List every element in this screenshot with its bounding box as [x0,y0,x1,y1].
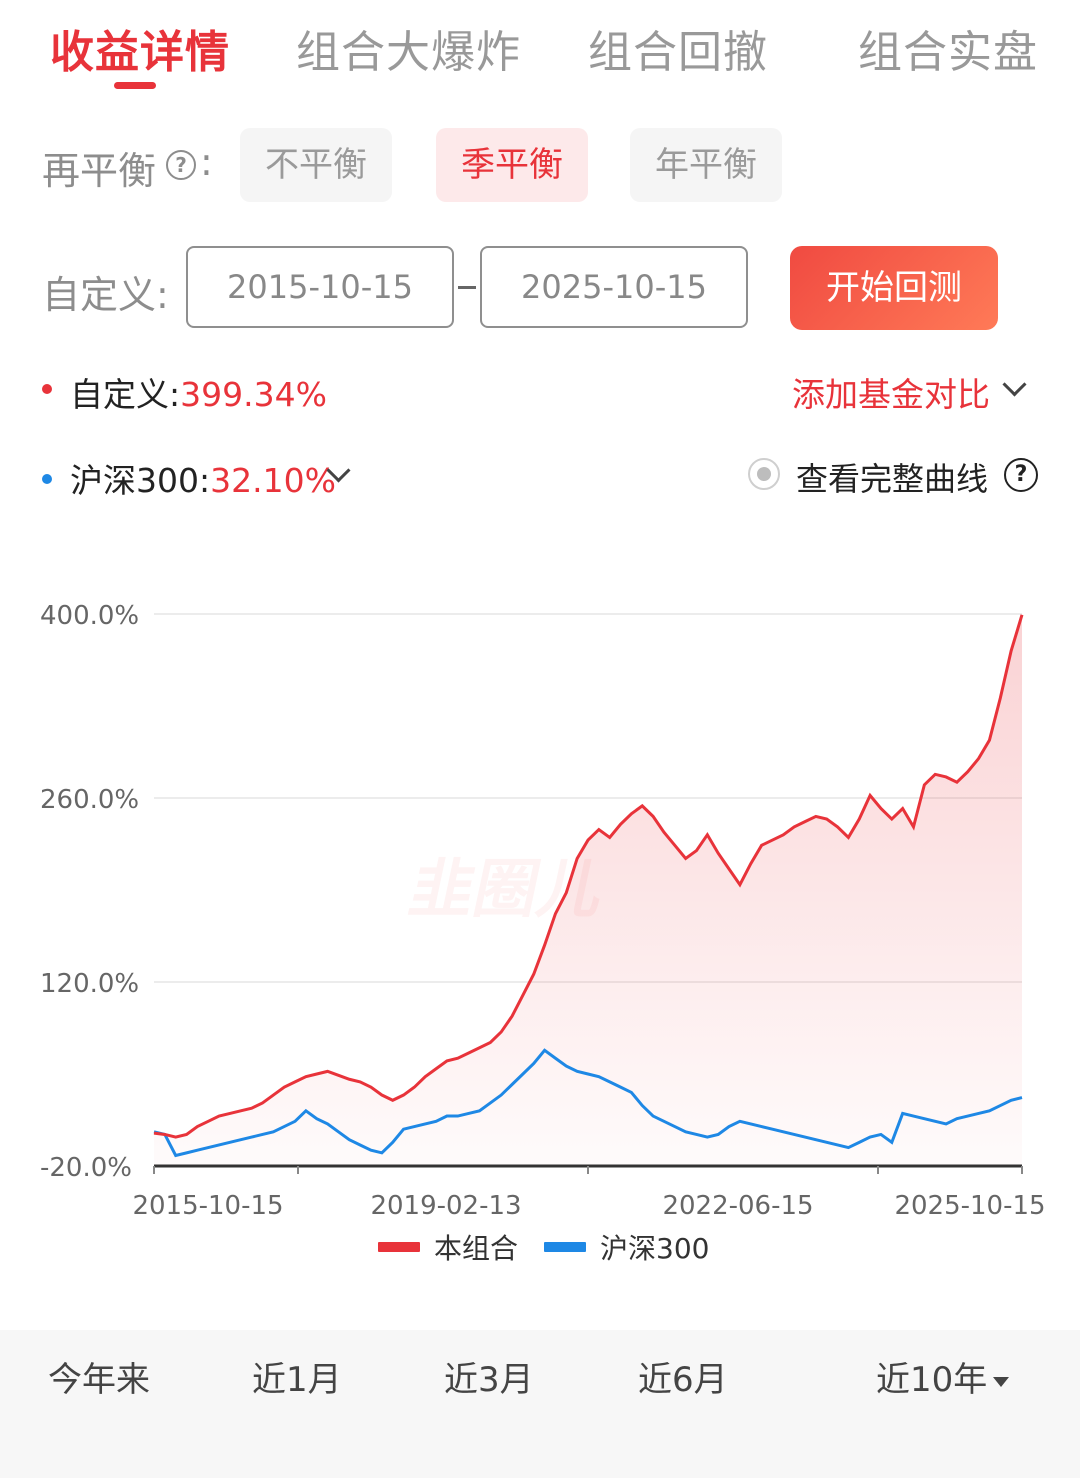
portfolio-return: 399.34% [180,375,327,414]
legend-swatch [544,1242,586,1252]
curve-help-icon[interactable]: ? [1004,458,1038,492]
x-tick-label: 2022-06-15 [662,1191,813,1221]
view-full-curve-radio[interactable] [748,458,780,490]
rebalance-option-yearly[interactable]: 年平衡 [630,128,782,202]
portfolio-legend-row: 自定义:399.34% 添加基金对比 [0,368,1080,414]
y-tick-label: -20.0% [40,1153,132,1183]
active-tab-indicator [114,82,156,89]
period-10y-label: 近10年 [876,1360,988,1400]
period-bar: 今年来 近1月 近3月 近6月 近10年 [0,1330,1080,1478]
legend-label: 沪深300 [600,1232,709,1265]
top-tab-bar: 收益详情 组合大爆炸 组合回撤 组合实盘 [0,0,1080,100]
x-tick-label: 2015-10-15 [132,1191,283,1221]
portfolio-name: 自定义: [70,375,181,414]
watermark-logo: 韭圈儿 [402,853,611,927]
chart-legend: 本组合 沪深300 [378,1232,709,1265]
rebalance-option-none[interactable]: 不平衡 [240,128,392,202]
help-glyph: ? [175,153,187,177]
period-1m[interactable]: 近1月 [252,1360,342,1400]
y-axis-labels: 400.0% 260.0% 120.0% -20.0% [40,601,139,1183]
portfolio-dot [42,384,52,394]
benchmark-series-line [153,1048,1023,1158]
tab-profit-detail[interactable]: 收益详情 [50,27,230,78]
rebalance-row: 再平衡 ? : 不平衡 季平衡 年平衡 [0,128,1080,208]
date-separator [458,286,476,289]
portfolio-series-line [153,614,1024,1139]
y-tick-label: 400.0% [40,601,139,631]
start-date-field[interactable]: 2015-10-15 [186,246,454,328]
portfolio-area-fill [154,614,1022,1166]
x-axis: 2015-10-15 2019-02-13 2022-06-15 2025-10-15 [132,1164,1046,1221]
rebalance-option-quarterly[interactable]: 季平衡 [436,128,588,202]
legend-swatch [378,1242,420,1252]
benchmark-return: 32.10% [210,461,336,500]
benchmark-legend-row: 沪深300:32.10% 查看完整曲线 ? [0,454,1080,500]
rebalance-colon: : [200,140,213,184]
return-chart: 400.0% 260.0% 120.0% -20.0% 2015-10-15 2019-… [0,580,1080,1270]
custom-range-row: 自定义: 2015-10-15 2025-10-15 开始回测 [0,246,1080,332]
period-3m[interactable]: 近3月 [444,1360,534,1400]
rebalance-label: 再平衡 [42,149,157,193]
period-10y[interactable]: 近10年 [876,1352,1010,1401]
return-chart-svg: 400.0% 260.0% 120.0% -20.0% 2015-10-15 2019-… [40,601,1046,1265]
portfolio-summary: 自定义:399.34% [70,368,327,416]
custom-label: 自定义: [42,273,169,317]
period-6m[interactable]: 近6月 [638,1360,728,1400]
x-tick-label: 2019-02-13 [370,1191,521,1221]
y-tick-label: 260.0% [40,785,139,815]
x-tick-label: 2025-10-15 [894,1191,1045,1221]
benchmark-summary: 沪深300:32.10% [70,454,336,502]
curve-help-glyph: ? [1014,462,1028,487]
legend-label: 本组合 [434,1232,518,1265]
dropdown-arrow-icon [993,1376,1010,1387]
period-ytd[interactable]: 今年来 [48,1360,150,1400]
y-tick-label: 120.0% [40,969,139,999]
benchmark-dot [42,474,52,484]
tab-portfolio-explosion[interactable]: 组合大爆炸 [296,27,521,78]
chevron-down-icon[interactable] [1002,372,1027,397]
tab-portfolio-live[interactable]: 组合实盘 [858,27,1038,78]
start-backtest-button[interactable]: 开始回测 [790,246,998,330]
help-icon[interactable]: ? [166,150,196,180]
tab-portfolio-drawdown[interactable]: 组合回撤 [588,27,768,78]
add-fund-compare-link[interactable]: 添加基金对比 [792,375,990,414]
benchmark-name: 沪深300: [70,461,211,500]
view-full-curve-label[interactable]: 查看完整曲线 [796,460,989,498]
end-date-field[interactable]: 2025-10-15 [480,246,748,328]
